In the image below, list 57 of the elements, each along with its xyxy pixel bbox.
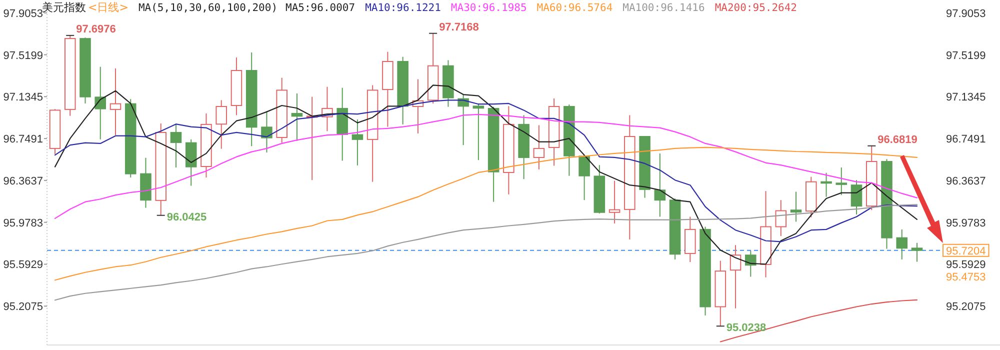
candlestick [820,172,832,198]
annotation: MA(5,10,30,60,100,200) [138,2,278,14]
text: MA100:96.1416 [622,2,705,14]
candlestick [850,180,862,215]
candlestick [578,154,590,201]
y2-tick-label: 96.3637 [3,175,43,188]
y2-tick-label: 95.5929 [3,259,43,272]
y2-tick-label: 97.1345 [3,92,43,104]
text: MA200:95.2642 [714,2,798,14]
line-series [54,100,918,242]
candlestick [291,92,303,142]
text: MA60:96.5764 [536,2,613,14]
y2-tick-label: 95.2075 [3,301,43,314]
candlestick [533,124,545,170]
candlestick [911,242,923,262]
candlestick [745,250,756,278]
y-tick-label: 97.9053 [946,8,986,20]
y-tick-label: 96.3637 [946,175,986,188]
y-tick-label: 97.1345 [946,92,986,104]
candlestick [352,118,364,166]
line-series [54,204,918,301]
annotation: 95.0238 [726,322,766,334]
text: MA10:96.1221 [365,2,441,14]
candlestick [790,191,802,222]
y-tick-label: 95.2075 [946,301,986,314]
y2-tick-label: 96.7491 [3,134,43,146]
y2-tick-label: 97.9053 [3,8,43,20]
text: 95.4753 [946,271,986,284]
annotation: 96.0425 [166,211,207,224]
candlestick [110,68,122,136]
chart-subtitle: <日线> [88,1,128,14]
y2-tick-label: 97.5199 [3,50,43,62]
annotation: 96.6819 [878,134,918,146]
y2-tick-label: 95.9783 [3,217,43,230]
y-tick-label: 97.5199 [946,50,986,62]
chart-title: 美元指数 [42,1,86,14]
text: MA5:96.0007 [286,2,356,14]
candlestick [775,200,787,237]
candlestick [730,244,742,309]
candlestick [608,180,620,224]
candlestick [261,110,272,153]
annotation: 97.6976 [76,23,116,36]
annotation: 97.7168 [439,21,479,34]
line-series [54,146,918,281]
y-tick-label: 95.5929 [946,259,986,272]
y-tick-label: 95.9783 [946,217,986,230]
ref-line-label: 95.7204 [946,245,986,258]
text: MA30:96.1985 [450,2,527,14]
candlestick [472,102,484,161]
candlestick [836,166,848,196]
candlestick [216,100,227,150]
y-tick-label: 96.7491 [946,134,986,146]
line-series [54,114,918,220]
line-series [720,299,918,342]
candlestick [896,228,908,260]
candlestick [170,124,182,168]
candlestick [94,66,106,140]
